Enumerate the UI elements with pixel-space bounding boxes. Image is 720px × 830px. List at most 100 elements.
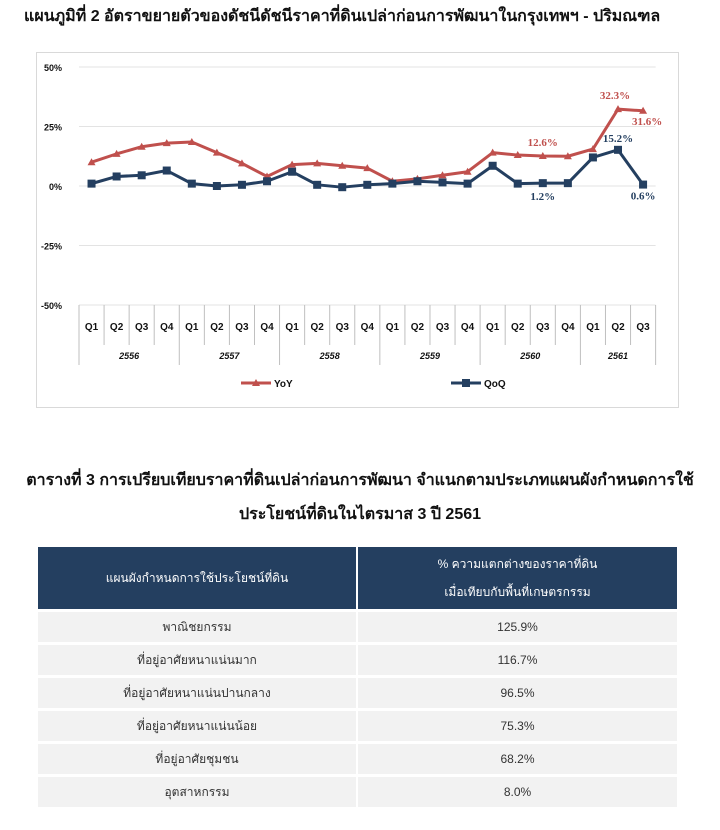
square-marker-icon xyxy=(313,180,322,189)
triangle-marker-icon xyxy=(212,148,221,156)
x-tick-label: Q1 xyxy=(586,322,600,333)
y-tick-label: 50% xyxy=(44,63,62,73)
row-category: พาณิชยกรรม xyxy=(38,612,356,642)
square-marker-icon xyxy=(263,177,272,186)
triangle-marker-icon xyxy=(338,161,347,169)
row-value: 75.3% xyxy=(358,711,677,741)
triangle-marker-icon xyxy=(137,142,146,150)
triangle-marker-icon xyxy=(363,164,372,172)
square-marker-icon xyxy=(513,179,522,188)
table-row: พาณิชยกรรม 125.9% xyxy=(38,612,677,642)
triangle-marker-icon xyxy=(252,379,260,386)
x-tick-label: Q1 xyxy=(285,322,299,333)
x-tick-label: Q3 xyxy=(436,322,450,333)
x-tick-label: Q3 xyxy=(536,322,550,333)
x-tick-label: Q1 xyxy=(386,322,400,333)
data-label: 12.6% xyxy=(528,137,558,149)
legend-label: YoY xyxy=(274,379,293,390)
chart-title: แผนภูมิที่ 2 อัตราขยายตัวของดัชนีดัชนีรา… xyxy=(24,8,661,25)
square-marker-icon xyxy=(212,182,221,190)
triangle-marker-icon xyxy=(237,159,246,167)
row-value: 116.7% xyxy=(358,645,677,675)
x-tick-label: Q4 xyxy=(160,322,174,333)
table-title-line2: ประโยชน์ที่ดินในไตรมาส 3 ปี 2561 xyxy=(238,506,482,523)
triangle-marker-icon xyxy=(313,159,322,167)
triangle-marker-icon xyxy=(162,139,171,147)
square-marker-icon xyxy=(488,161,497,170)
square-marker-icon xyxy=(463,179,472,188)
data-label: 0.6% xyxy=(631,191,656,203)
y-tick-label: -50% xyxy=(41,301,62,311)
year-label: 2558 xyxy=(319,351,340,361)
x-tick-label: Q3 xyxy=(636,322,650,333)
year-label: 2557 xyxy=(218,351,240,361)
triangle-marker-icon xyxy=(112,149,121,157)
x-tick-label: Q2 xyxy=(110,322,124,333)
comparison-table: แผนผังกำหนดการใช้ประโยชน์ที่ดิน % ความแต… xyxy=(38,547,677,810)
x-tick-label: Q2 xyxy=(611,322,625,333)
square-marker-icon xyxy=(563,179,572,188)
x-tick-label: Q1 xyxy=(85,322,99,333)
square-marker-icon xyxy=(538,179,547,188)
square-marker-icon xyxy=(87,179,96,188)
square-marker-icon xyxy=(112,172,121,181)
square-marker-icon xyxy=(588,153,597,162)
row-value: 125.9% xyxy=(358,612,677,642)
triangle-marker-icon xyxy=(588,145,597,153)
square-marker-icon xyxy=(462,379,470,387)
square-marker-icon xyxy=(187,179,196,188)
year-label: 2559 xyxy=(419,351,440,361)
square-marker-icon xyxy=(639,180,648,189)
row-category: ที่อยู่อาศัยหนาแน่นปานกลาง xyxy=(38,678,356,708)
triangle-marker-icon xyxy=(639,106,648,114)
header-col2-line2: เมื่อเทียบกับพื้นที่เกษตรกรรม xyxy=(444,585,591,599)
data-label: 15.2% xyxy=(603,133,633,145)
table-body: พาณิชยกรรม 125.9% ที่อยู่อาศัยหนาแน่นมาก… xyxy=(38,612,677,807)
triangle-marker-icon xyxy=(438,171,447,179)
x-tick-label: Q2 xyxy=(511,322,525,333)
y-tick-label: 0% xyxy=(49,182,62,192)
square-marker-icon xyxy=(237,180,246,189)
square-marker-icon xyxy=(137,171,146,180)
header-land-use-plan: แผนผังกำหนดการใช้ประโยชน์ที่ดิน xyxy=(38,547,356,609)
y-tick-label: -25% xyxy=(41,242,62,252)
year-label: 2560 xyxy=(519,351,540,361)
triangle-marker-icon xyxy=(87,158,96,166)
x-tick-label: Q4 xyxy=(361,322,375,333)
line-chart: 50% 25% 0% -25% -50% Q1 Q2 Q3 Q4 Q1 Q2 Q3 Q4 Q1 Q2 Q3 Q4… xyxy=(41,63,662,390)
x-tick-label: Q4 xyxy=(461,322,475,333)
triangle-marker-icon xyxy=(538,152,547,160)
table-title-line1: ตารางที่ 3 การเปรียบเทียบราคาที่ดินเปล่า… xyxy=(26,472,694,489)
table-row: ที่อยู่อาศัยหนาแน่นมาก 116.7% xyxy=(38,645,677,675)
triangle-marker-icon xyxy=(614,105,623,113)
x-tick-label: Q1 xyxy=(486,322,500,333)
row-value: 8.0% xyxy=(358,777,677,807)
square-marker-icon xyxy=(363,180,372,189)
x-tick-label: Q3 xyxy=(336,322,350,333)
table-row: ที่อยู่อาศัยชุมชน 68.2% xyxy=(38,744,677,774)
square-marker-icon xyxy=(338,183,347,192)
square-marker-icon xyxy=(438,178,447,187)
row-value: 68.2% xyxy=(358,744,677,774)
data-label: 32.3% xyxy=(600,90,630,102)
x-tick-label: Q4 xyxy=(260,322,274,333)
row-category: ที่อยู่อาศัยชุมชน xyxy=(38,744,356,774)
row-category: อุตสาหกรรม xyxy=(38,777,356,807)
table-row: อุตสาหกรรม 8.0% xyxy=(38,777,677,807)
header-price-difference: % ความแตกต่างของราคาที่ดิน เมื่อเทียบกับ… xyxy=(358,547,677,609)
triangle-marker-icon xyxy=(288,160,297,168)
square-marker-icon xyxy=(388,179,397,188)
year-label: 2556 xyxy=(118,351,140,361)
legend-label: QoQ xyxy=(484,379,506,390)
y-tick-label: 25% xyxy=(44,123,62,133)
square-marker-icon xyxy=(288,167,297,176)
x-tick-label: Q4 xyxy=(561,322,575,333)
row-category: ที่อยู่อาศัยหนาแน่นน้อย xyxy=(38,711,356,741)
x-tick-label: Q2 xyxy=(411,322,425,333)
header-col2-line1: % ความแตกต่างของราคาที่ดิน xyxy=(437,557,598,571)
table-header-row: แผนผังกำหนดการใช้ประโยชน์ที่ดิน % ความแต… xyxy=(38,547,677,609)
triangle-marker-icon xyxy=(488,148,497,156)
data-label: 31.6% xyxy=(632,116,662,128)
chart-frame xyxy=(36,52,679,408)
triangle-marker-icon xyxy=(187,137,196,145)
